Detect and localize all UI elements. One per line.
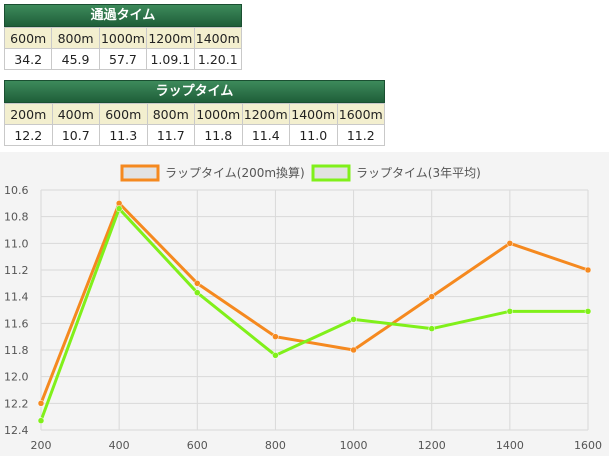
table-cell: 1.20.1 xyxy=(193,48,243,70)
series-2-point xyxy=(272,352,279,359)
y-tick-label: 10.6 xyxy=(4,184,29,197)
table-cell: 45.9 xyxy=(51,48,100,70)
plot-background xyxy=(41,190,588,430)
series-1-point xyxy=(37,400,45,407)
series-2-point xyxy=(194,289,201,296)
table-cell: 11.8 xyxy=(194,124,243,146)
series-1-point xyxy=(584,266,592,274)
passing-time-title: 通過タイム xyxy=(4,4,242,27)
passing-time-header-row: 600m 800m 1000m 1200m 1400m xyxy=(3,27,243,49)
legend-label-2: ラップタイム(3年平均) xyxy=(356,166,481,180)
table-cell: 1400m xyxy=(289,103,338,125)
series-2-point xyxy=(428,325,435,332)
series-1-point xyxy=(272,333,279,340)
table-cell: 800m xyxy=(146,103,195,125)
table-cell: 1600m xyxy=(336,103,385,125)
series-2-point xyxy=(584,308,592,315)
x-tick-label: 1200 xyxy=(418,439,446,452)
y-tick-label: 11.4 xyxy=(4,291,29,304)
table-cell: 1000m xyxy=(98,27,148,49)
legend-swatch-1 xyxy=(120,164,160,182)
table-cell: 800m xyxy=(51,27,100,49)
lap-time-table: 200m 400m 600m 800m 1000m 1200m 1400m 16… xyxy=(4,103,385,146)
table-cell: 11.0 xyxy=(289,124,338,146)
legend-swatch-2 xyxy=(311,164,351,182)
series-1-point xyxy=(194,280,201,287)
table-cell: 600m xyxy=(3,27,53,49)
series-2-point xyxy=(115,205,123,212)
x-tick-label: 1400 xyxy=(496,439,524,452)
table-cell: 57.7 xyxy=(98,48,148,70)
lap-time-value-row: 12.2 10.7 11.3 11.7 11.8 11.4 11.0 11.2 xyxy=(4,124,385,146)
x-tick-label: 1000 xyxy=(340,439,368,452)
passing-time-value-row: 34.2 45.9 57.7 1.09.1 1.20.1 xyxy=(3,48,243,70)
y-tick-label: 12.4 xyxy=(4,424,29,437)
table-cell: 1400m xyxy=(193,27,243,49)
y-tick-label: 12.2 xyxy=(4,397,29,410)
table-cell: 1000m xyxy=(194,103,243,125)
series-1-point xyxy=(506,240,514,247)
table-cell: 11.2 xyxy=(336,124,385,146)
x-tick-label: 400 xyxy=(109,439,130,452)
y-tick-label: 11.8 xyxy=(4,344,29,357)
table-cell: 11.4 xyxy=(241,124,290,146)
y-tick-label: 11.0 xyxy=(4,237,29,250)
y-tick-label: 10.8 xyxy=(4,211,29,224)
table-cell: 12.2 xyxy=(4,124,53,146)
y-tick-label: 11.6 xyxy=(4,317,29,330)
passing-time-table: 600m 800m 1000m 1200m 1400m 34.2 45.9 57… xyxy=(3,27,243,70)
passing-time-section: 通過タイム 600m 800m 1000m 1200m 1400m 34.2 4… xyxy=(3,4,243,70)
table-cell: 10.7 xyxy=(51,124,100,146)
series-line-1 xyxy=(39,201,589,404)
table-cell: 600m xyxy=(99,103,148,125)
y-tick-label: 12.0 xyxy=(4,371,29,384)
series-2-point xyxy=(506,308,514,315)
x-tick-label: 800 xyxy=(265,439,286,452)
table-cell: 1200m xyxy=(241,103,290,125)
lap-time-line-chart: 10.6 10.8 11.0 11.2 11.4 11.6 11.8 12.0 12.2 12.4… xyxy=(4,164,602,452)
x-tick-label: 600 xyxy=(187,439,208,452)
lap-time-title: ラップタイム xyxy=(4,80,385,103)
table-cell: 1200m xyxy=(146,27,195,49)
lap-time-header-row: 200m 400m 600m 800m 1000m 1200m 1400m 16… xyxy=(4,103,385,125)
series-2-point xyxy=(37,417,45,424)
y-tick-label: 11.2 xyxy=(4,264,29,277)
table-cell: 34.2 xyxy=(3,48,53,70)
series-1-point xyxy=(350,346,357,354)
table-cell: 11.3 xyxy=(99,124,148,146)
lap-time-chart-area: 10.6 10.8 11.0 11.2 11.4 11.6 11.8 12.0 12.2 12.4… xyxy=(0,152,609,456)
lap-time-section: ラップタイム 200m 400m 600m 800m 1000m 1200m 1… xyxy=(4,80,385,146)
series-2-point xyxy=(350,316,357,323)
series-1-point xyxy=(428,293,435,300)
table-cell: 11.7 xyxy=(146,124,195,146)
x-tick-label: 200 xyxy=(31,439,52,452)
series-line-2 xyxy=(39,207,588,422)
table-cell: 200m xyxy=(4,103,53,125)
table-cell: 1.09.1 xyxy=(146,48,195,70)
x-tick-label: 1600 xyxy=(574,439,602,452)
table-cell: 400m xyxy=(51,103,100,125)
legend-label-1: ラップタイム(200m換算) xyxy=(165,165,305,180)
